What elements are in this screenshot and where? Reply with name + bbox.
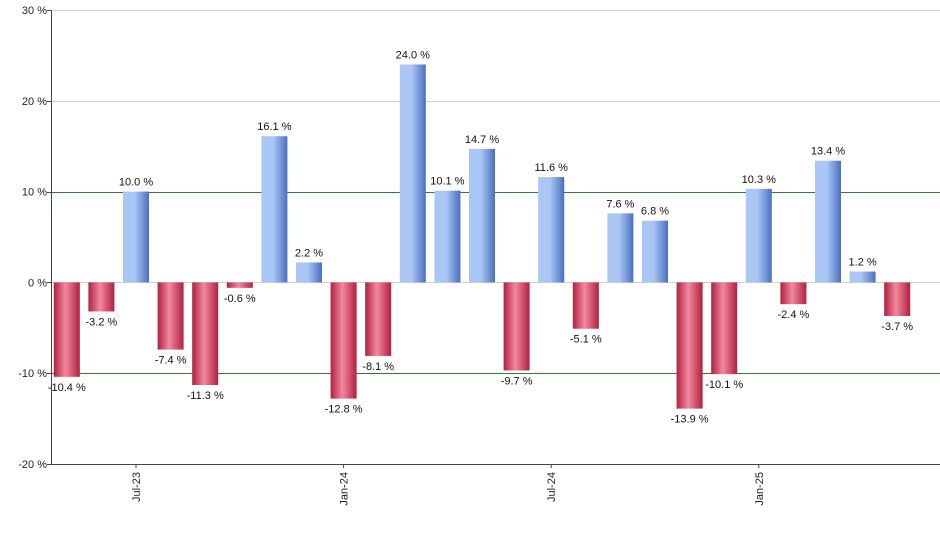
bar-positive [815, 160, 841, 283]
grid-layer [51, 10, 940, 465]
data-label: 13.4 % [811, 146, 845, 158]
data-label: 10.1 % [430, 176, 464, 188]
bar-negative [365, 282, 392, 356]
data-label: 10.3 % [742, 174, 776, 186]
bar-negative [157, 282, 184, 350]
bar-positive [538, 177, 565, 283]
y-tick-label: -10 % [18, 368, 47, 380]
data-label: 7.6 % [606, 198, 634, 210]
bar-negative [503, 282, 530, 371]
y-tick-label: -20 % [18, 459, 47, 471]
data-label: -8.1 % [362, 361, 394, 373]
bar-negative [780, 282, 807, 305]
data-label: 6.8 % [641, 206, 669, 218]
data-label: -13.9 % [671, 414, 709, 426]
y-tick-label: 20 % [22, 96, 47, 108]
data-label: -0.6 % [224, 293, 256, 305]
bar-layer [53, 64, 911, 409]
x-tick-label: Jan-24 [339, 472, 351, 506]
data-label: -3.2 % [86, 316, 118, 328]
bar-positive [607, 213, 634, 283]
data-label: -11.3 % [187, 390, 224, 402]
bar-positive [123, 191, 149, 283]
data-label: -10.1 % [705, 379, 743, 391]
bar-positive [261, 136, 288, 283]
bar-negative [884, 282, 911, 316]
bar-negative [192, 282, 219, 386]
bar-negative [88, 282, 115, 312]
y-tick-label: 30 % [22, 5, 47, 17]
bar-positive [849, 271, 876, 283]
bar-positive [296, 262, 322, 283]
x-tick-label: Jul-24 [546, 472, 558, 502]
bar-negative [676, 282, 703, 409]
data-label: -10.4 % [48, 382, 86, 394]
axis-layer: 30 % 20 % 10 % 0 % -10 % -20 % Jul-23 Jan-24 Jul… [18, 5, 940, 506]
bar-negative [226, 282, 253, 288]
bar-positive [642, 220, 668, 283]
data-label: -12.8 % [325, 404, 363, 416]
data-label: 14.7 % [465, 134, 499, 146]
data-label: 11.6 % [534, 162, 568, 174]
bar-positive [745, 188, 772, 283]
bar-negative [711, 282, 738, 375]
x-tick-label: Jan-25 [754, 472, 766, 506]
data-label: 16.1 % [257, 121, 291, 133]
bar-positive [434, 190, 461, 283]
data-label: 1.2 % [849, 257, 877, 269]
bar-negative [572, 282, 599, 329]
bar-negative [330, 282, 357, 399]
y-tick-label: 0 % [28, 277, 47, 289]
data-label: -5.1 % [570, 334, 602, 346]
data-label: -7.4 % [155, 355, 187, 367]
data-label: 2.2 % [295, 247, 323, 259]
data-label: -3.7 % [881, 321, 913, 333]
data-label: -9.7 % [501, 375, 533, 387]
bar-positive [399, 64, 426, 283]
data-label: 10.0 % [119, 177, 153, 189]
label-layer: -10.4 % -3.2 % 10.0 % -7.4 % -11.3 % -0.6 % 16… [48, 49, 913, 425]
data-label: 24.0 % [396, 49, 430, 61]
bar-negative [53, 282, 80, 377]
x-tick-label: Jul-23 [131, 472, 143, 502]
bar-positive [469, 148, 495, 283]
y-tick-label: 10 % [22, 187, 47, 199]
data-label: -2.4 % [778, 309, 810, 321]
